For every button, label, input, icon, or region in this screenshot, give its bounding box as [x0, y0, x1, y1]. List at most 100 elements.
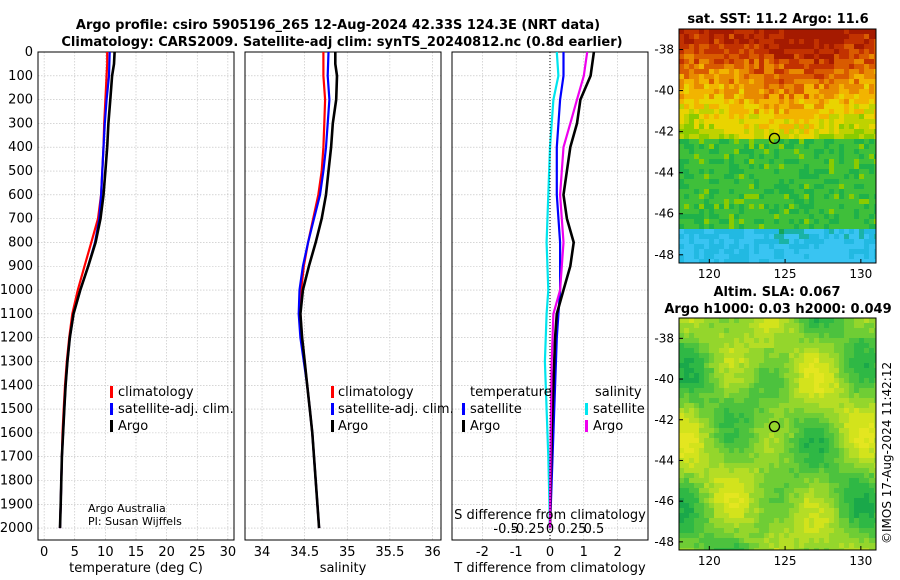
map-cell	[739, 124, 745, 130]
map-cell	[849, 448, 855, 454]
map-cell	[724, 498, 730, 504]
map-y-tick-label: -42	[654, 413, 674, 427]
map-cell	[684, 249, 690, 255]
map-cell	[769, 333, 775, 339]
map-cell	[849, 184, 855, 190]
map-cell	[779, 468, 785, 474]
map-cell	[789, 134, 795, 140]
map-cell	[734, 39, 740, 45]
map-cell	[704, 433, 710, 439]
map-cell	[729, 199, 735, 205]
map-cell	[679, 508, 685, 514]
map-cell	[724, 194, 730, 200]
map-cell	[829, 179, 835, 185]
map-field	[679, 29, 876, 263]
map-cell	[864, 129, 870, 135]
map-cell	[854, 463, 860, 469]
map-cell	[719, 473, 725, 479]
map-cell	[694, 104, 700, 110]
map-cell	[844, 353, 850, 359]
map-cell	[689, 124, 695, 130]
map-cell	[809, 543, 815, 549]
map-cell	[759, 323, 765, 329]
map-cell	[829, 328, 835, 334]
map-cell	[689, 478, 695, 484]
map-cell	[849, 244, 855, 250]
map-cell	[794, 184, 800, 190]
map-cell	[744, 538, 750, 544]
map-cell	[839, 79, 845, 85]
map-cell	[734, 418, 740, 424]
map-cell	[834, 134, 840, 140]
map-cell	[694, 528, 700, 534]
map-cell	[749, 463, 755, 469]
y-tick-label: 1200	[0, 331, 33, 346]
map-cell	[794, 239, 800, 245]
map-cell	[859, 39, 865, 45]
map-frame	[678, 28, 877, 264]
map-cell	[719, 398, 725, 404]
map-cell	[739, 538, 745, 544]
map-cell	[699, 323, 705, 329]
map-cell	[834, 99, 840, 105]
map-cell	[854, 79, 860, 85]
map-cell	[704, 513, 710, 519]
map-y-tick-label: -40	[654, 84, 674, 98]
map-cell	[714, 358, 720, 364]
map-cell	[774, 338, 780, 344]
map-cell	[789, 503, 795, 509]
x-axis-label: salinity	[320, 561, 367, 576]
map-cell	[694, 453, 700, 459]
map-cell	[799, 49, 805, 55]
map-cell	[679, 139, 685, 145]
map-cell	[799, 318, 805, 324]
map-cell	[734, 179, 740, 185]
map-cell	[714, 169, 720, 175]
map-cell	[694, 119, 700, 125]
map-cell	[869, 508, 875, 514]
map-cell	[829, 498, 835, 504]
map-cell	[764, 244, 770, 250]
map-cell	[814, 79, 820, 85]
map-cell	[839, 164, 845, 170]
map-cell	[829, 189, 835, 195]
map-cell	[709, 533, 715, 539]
map-cell	[709, 214, 715, 220]
map-cell	[834, 498, 840, 504]
map-cell	[859, 129, 865, 135]
map-cell	[804, 29, 810, 35]
map-cell	[854, 468, 860, 474]
map-cell	[864, 398, 870, 404]
map-cell	[779, 493, 785, 499]
map-cell	[759, 124, 765, 130]
map-cell	[734, 433, 740, 439]
map-cell	[779, 139, 785, 145]
map-cell	[729, 478, 735, 484]
map-cell	[834, 468, 840, 474]
map-cell	[819, 44, 825, 50]
map-cell	[784, 79, 790, 85]
map-cell	[804, 493, 810, 499]
map-cell	[874, 413, 876, 419]
map-cell	[714, 249, 720, 255]
map-cell	[699, 44, 705, 50]
map-cell	[804, 84, 810, 90]
map-cell	[829, 318, 835, 324]
map-cell	[734, 79, 740, 85]
map-cell	[874, 39, 876, 45]
map-cell	[739, 219, 745, 225]
map-cell	[754, 54, 760, 60]
map-cell	[679, 428, 685, 434]
map-cell	[699, 338, 705, 344]
map-cell	[814, 194, 820, 200]
map-cell	[799, 179, 805, 185]
map-cell	[839, 89, 845, 95]
map-cell	[874, 169, 876, 175]
map-cell	[854, 179, 860, 185]
map-cell	[799, 209, 805, 215]
map-cell	[859, 343, 865, 349]
map-cell	[819, 463, 825, 469]
map-cell	[769, 59, 775, 65]
map-cell	[779, 54, 785, 60]
map-cell	[869, 194, 875, 200]
